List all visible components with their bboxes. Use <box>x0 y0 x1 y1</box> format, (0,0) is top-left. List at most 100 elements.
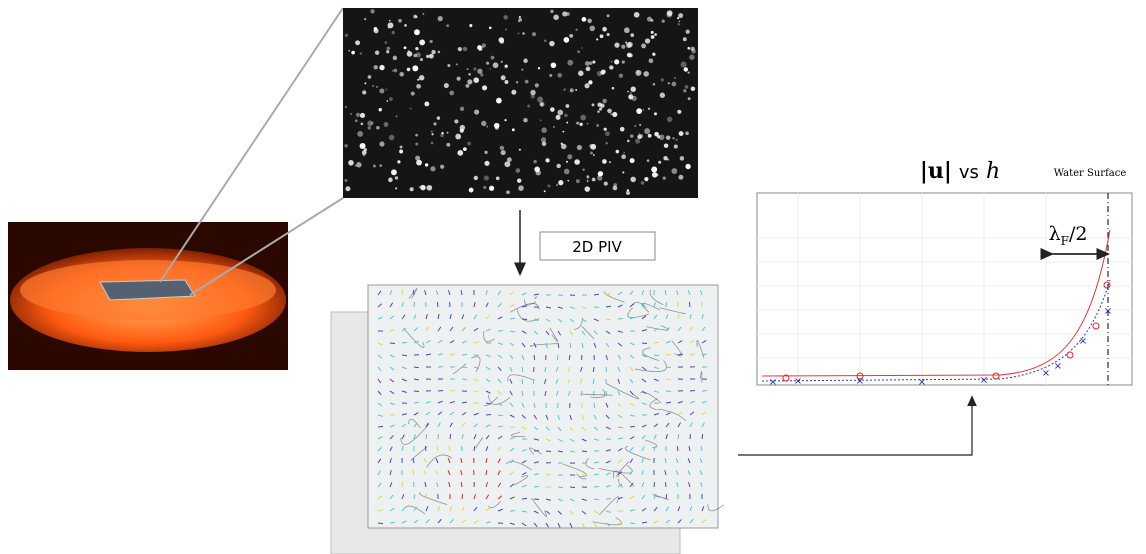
particle <box>501 61 503 63</box>
particle <box>626 42 632 48</box>
particle <box>379 164 382 167</box>
particle <box>548 185 551 188</box>
particle <box>566 161 568 163</box>
particle <box>506 190 510 194</box>
particle <box>644 177 648 181</box>
particle <box>387 100 389 102</box>
particle <box>397 160 400 163</box>
particle <box>567 180 569 182</box>
particle <box>639 124 641 126</box>
marker: × <box>794 376 802 387</box>
particle <box>577 50 580 53</box>
particle <box>417 79 419 81</box>
particle <box>590 26 596 32</box>
particle <box>469 24 472 27</box>
particle <box>531 94 535 98</box>
particle-image <box>343 8 698 198</box>
particle <box>474 176 478 180</box>
particle <box>415 134 418 137</box>
particle <box>371 122 374 125</box>
particle <box>574 159 580 165</box>
particle <box>496 177 500 181</box>
particle <box>544 39 547 42</box>
particle <box>415 16 417 18</box>
particle <box>596 38 598 40</box>
vector <box>533 379 534 384</box>
particle <box>467 142 471 146</box>
particle <box>489 68 491 70</box>
particle <box>685 85 689 89</box>
particle <box>589 144 593 148</box>
particle <box>636 108 642 114</box>
particle <box>477 69 482 74</box>
particle <box>522 32 525 35</box>
particle <box>643 71 649 77</box>
vector <box>450 434 451 439</box>
particle <box>388 178 393 183</box>
particle <box>523 118 527 122</box>
particle <box>521 69 523 71</box>
particle <box>374 27 377 30</box>
method-label: 2D PIV <box>572 238 622 256</box>
particle <box>425 163 428 166</box>
particle <box>627 53 631 57</box>
particle <box>376 126 379 129</box>
particle <box>468 73 470 75</box>
vector <box>402 482 403 487</box>
particle <box>538 67 540 69</box>
particle <box>361 123 364 126</box>
particle <box>564 37 570 43</box>
particle <box>609 161 611 163</box>
particle <box>686 30 690 34</box>
plot-title: |u| vs h <box>920 158 1000 184</box>
particle <box>420 58 423 61</box>
particle <box>563 88 565 90</box>
particle <box>486 126 488 128</box>
particle <box>379 141 384 146</box>
particle <box>683 37 687 41</box>
particle <box>667 117 672 122</box>
particle <box>355 119 358 122</box>
title-h: h <box>986 159 1000 184</box>
particle <box>467 68 469 70</box>
vector <box>486 414 491 415</box>
particle <box>370 9 374 13</box>
particle <box>504 161 510 167</box>
particle <box>576 122 579 125</box>
particle <box>607 109 612 114</box>
particle <box>579 123 582 126</box>
particle <box>675 139 677 141</box>
particle <box>440 165 444 169</box>
particle <box>604 128 607 131</box>
vector <box>654 355 659 356</box>
particle <box>486 62 489 65</box>
particle <box>577 145 582 150</box>
particle <box>587 180 589 182</box>
particle <box>553 126 555 128</box>
particle <box>654 33 657 36</box>
particle <box>348 160 354 166</box>
particle <box>623 152 625 154</box>
particle <box>530 90 535 95</box>
particle <box>484 161 489 166</box>
particle <box>415 47 418 50</box>
particle <box>477 45 482 50</box>
particle <box>375 50 379 54</box>
particle <box>609 65 613 69</box>
particle <box>624 27 630 33</box>
particle <box>570 88 574 92</box>
particle <box>632 96 637 101</box>
particle <box>500 146 504 150</box>
particle <box>474 110 479 115</box>
vector <box>665 482 666 487</box>
particle <box>630 33 634 37</box>
particle <box>504 65 508 69</box>
particle <box>438 16 443 21</box>
particle <box>641 43 646 48</box>
particle <box>630 177 636 183</box>
particle <box>681 61 687 67</box>
particle <box>581 47 583 49</box>
particle <box>364 82 366 84</box>
particle <box>569 34 573 38</box>
vector <box>702 434 703 439</box>
